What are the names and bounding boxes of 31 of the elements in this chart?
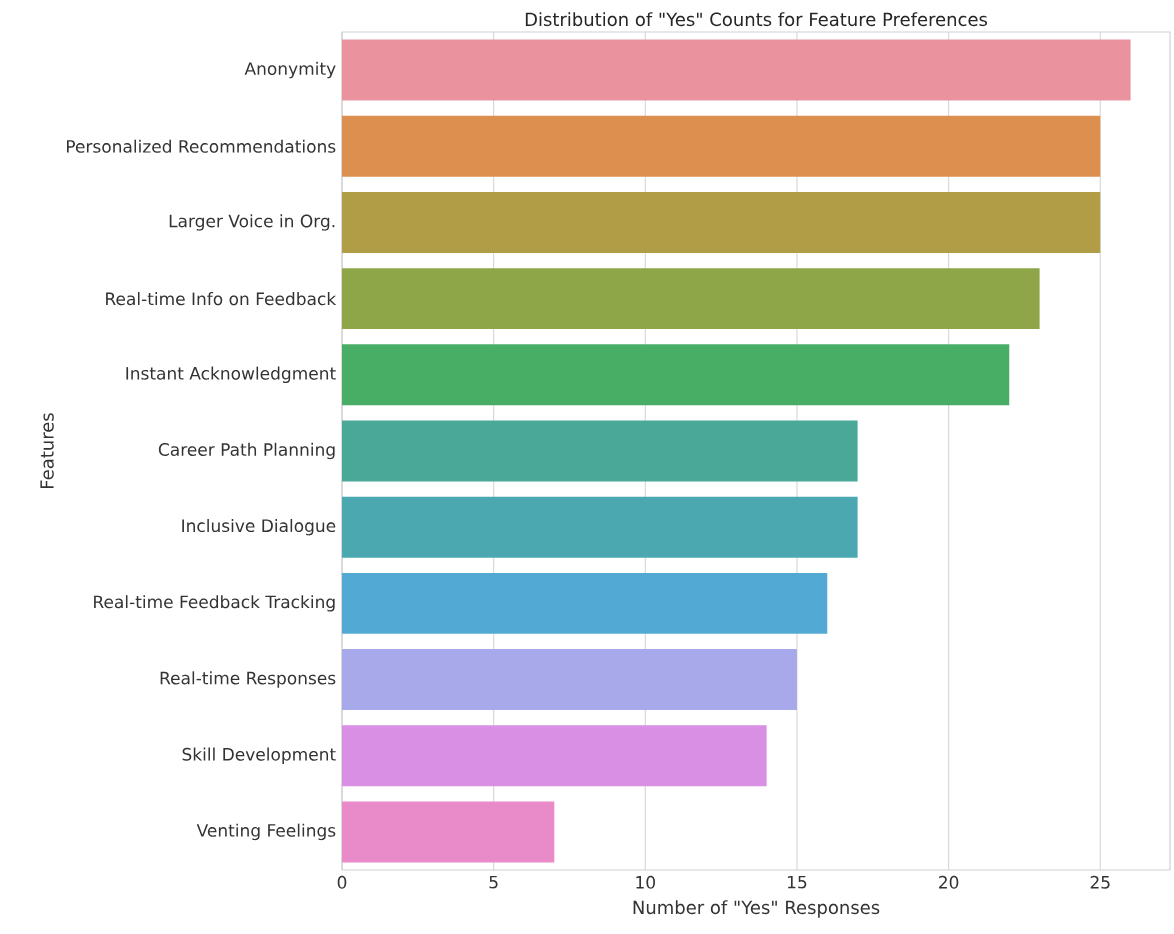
x-tick-label: 0 — [337, 875, 347, 889]
chart-title: Distribution of "Yes" Counts for Feature Preferences — [525, 12, 988, 27]
bar — [342, 725, 767, 787]
x-tick-label: 15 — [788, 875, 807, 889]
x-tick-label: 20 — [939, 875, 959, 889]
bar — [342, 649, 797, 711]
bar — [342, 39, 1131, 101]
bar — [342, 572, 828, 634]
y-axis-title: Features — [40, 413, 54, 488]
bar — [342, 268, 1040, 330]
y-tick-label: Career Path Planning — [158, 442, 335, 460]
y-tick-label: Real-time Feedback Tracking — [94, 595, 335, 612]
x-tick-label: 10 — [636, 875, 655, 889]
bar — [342, 115, 1101, 177]
y-tick-label: Personalized Recommendations — [67, 139, 336, 153]
y-tick-label: Skill Development — [182, 747, 336, 764]
y-tick-label: Larger Voice in Org. — [169, 214, 335, 231]
y-tick-label: Real-time Responses — [160, 671, 336, 688]
x-tick-label: 25 — [1090, 875, 1110, 889]
bar — [342, 344, 1010, 406]
y-tick-label: Real-time Info on Feedback — [106, 292, 337, 306]
bar — [342, 496, 858, 558]
bar — [342, 191, 1101, 253]
x-axis-title: Number of "Yes" Responses — [633, 900, 880, 918]
y-tick-label: Instant Acknowledgment — [126, 366, 336, 384]
y-tick-label: Inclusive Dialogue — [182, 518, 336, 536]
x-tick-label: 5 — [489, 875, 498, 889]
y-tick-label: Venting Feelings — [196, 823, 336, 841]
bar — [342, 801, 555, 863]
y-tick-label: Anonymity — [244, 61, 336, 79]
bar — [342, 420, 858, 482]
